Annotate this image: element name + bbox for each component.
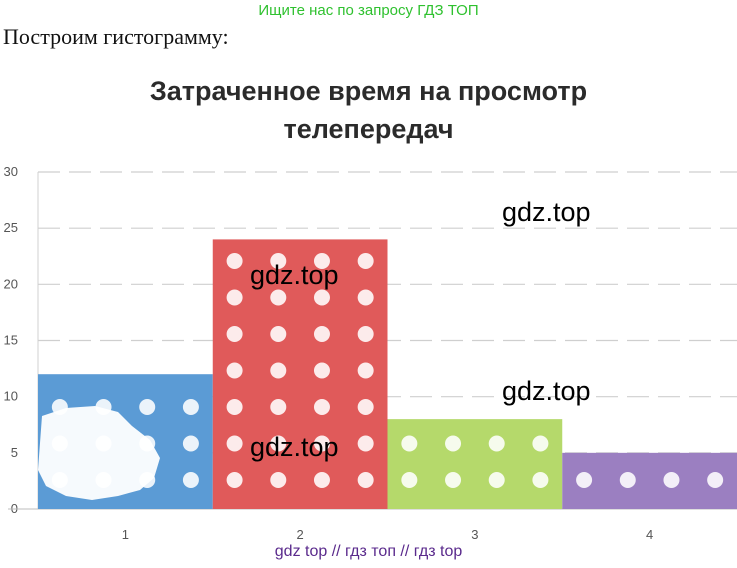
bar-dot bbox=[226, 289, 243, 306]
bar-dot bbox=[182, 472, 199, 488]
bar-dot bbox=[401, 435, 418, 452]
bar-dot bbox=[445, 472, 462, 488]
bar-dot bbox=[270, 435, 287, 452]
bar-dot bbox=[313, 289, 330, 306]
y-tick-label: 10 bbox=[4, 389, 18, 404]
chart-title-line-1: Затраченное время на просмотр bbox=[149, 76, 588, 106]
bar-dot bbox=[532, 472, 549, 488]
bar-dot bbox=[313, 253, 330, 269]
bar-dot bbox=[182, 435, 199, 452]
scribble-overlay bbox=[38, 406, 160, 500]
chart-title: Затраченное время на просмотр телепереда… bbox=[0, 72, 737, 148]
bar-dot bbox=[270, 289, 287, 306]
bar-dot bbox=[270, 326, 287, 342]
bar-dot bbox=[313, 326, 330, 342]
x-tick-label: 2 bbox=[297, 527, 304, 542]
bar-dot bbox=[226, 435, 243, 452]
bar-dot bbox=[226, 253, 243, 269]
bar-dot bbox=[357, 472, 374, 488]
bar-dot bbox=[226, 399, 243, 415]
y-tick-label: 25 bbox=[4, 220, 18, 235]
bar-dot bbox=[488, 472, 505, 488]
bottom-banner: gdz top // гдз топ // гдз top bbox=[274, 543, 463, 560]
bar-dot bbox=[357, 289, 374, 306]
watermark-text: gdz.top bbox=[250, 260, 339, 290]
y-tick-label: 5 bbox=[11, 445, 18, 460]
x-tick-label: 4 bbox=[646, 527, 653, 542]
bar-dot bbox=[707, 472, 724, 488]
bar-dot bbox=[357, 326, 374, 342]
bar-dot bbox=[139, 399, 156, 415]
bar-dot bbox=[576, 472, 593, 488]
bar-dot bbox=[270, 399, 287, 415]
watermark-text: gdz.top bbox=[502, 376, 591, 406]
bar-dot bbox=[313, 472, 330, 488]
bar-dot bbox=[270, 253, 287, 269]
bar-dot bbox=[357, 435, 374, 452]
bar-dot bbox=[182, 399, 199, 415]
bar-dot bbox=[401, 472, 418, 488]
bar-dot bbox=[226, 326, 243, 342]
bar-dot bbox=[663, 472, 680, 488]
bar-dot bbox=[313, 362, 330, 379]
bar-dot bbox=[445, 435, 462, 452]
chart-title-line-2: телепередач bbox=[283, 114, 454, 144]
bar-dot bbox=[357, 362, 374, 379]
y-tick-label: 20 bbox=[4, 276, 18, 291]
x-tick-label: 1 bbox=[122, 527, 129, 542]
bar-dot bbox=[488, 435, 505, 452]
bar-dot bbox=[226, 472, 243, 488]
x-tick-label: 3 bbox=[471, 527, 478, 542]
y-tick-label: 15 bbox=[4, 333, 18, 348]
bar-dot bbox=[270, 362, 287, 379]
bar-dot bbox=[357, 253, 374, 269]
bar-2 bbox=[212, 239, 388, 509]
top-banner: Ищите нас по запросу ГДЗ ТОП bbox=[258, 2, 479, 19]
bar-dot bbox=[532, 435, 549, 452]
bar-dot bbox=[619, 472, 636, 488]
intro-text: Построим гистограмму: bbox=[3, 24, 229, 49]
bar-dot bbox=[226, 362, 243, 379]
bar-dot bbox=[313, 399, 330, 415]
bar-3 bbox=[387, 419, 563, 509]
bar-dot bbox=[357, 399, 374, 415]
bar-dot bbox=[270, 472, 287, 488]
bar-dot bbox=[313, 435, 330, 452]
watermark-text: gdz.top bbox=[250, 432, 339, 462]
watermark-text: gdz.top bbox=[502, 197, 591, 227]
y-tick-label: 30 bbox=[4, 164, 18, 179]
